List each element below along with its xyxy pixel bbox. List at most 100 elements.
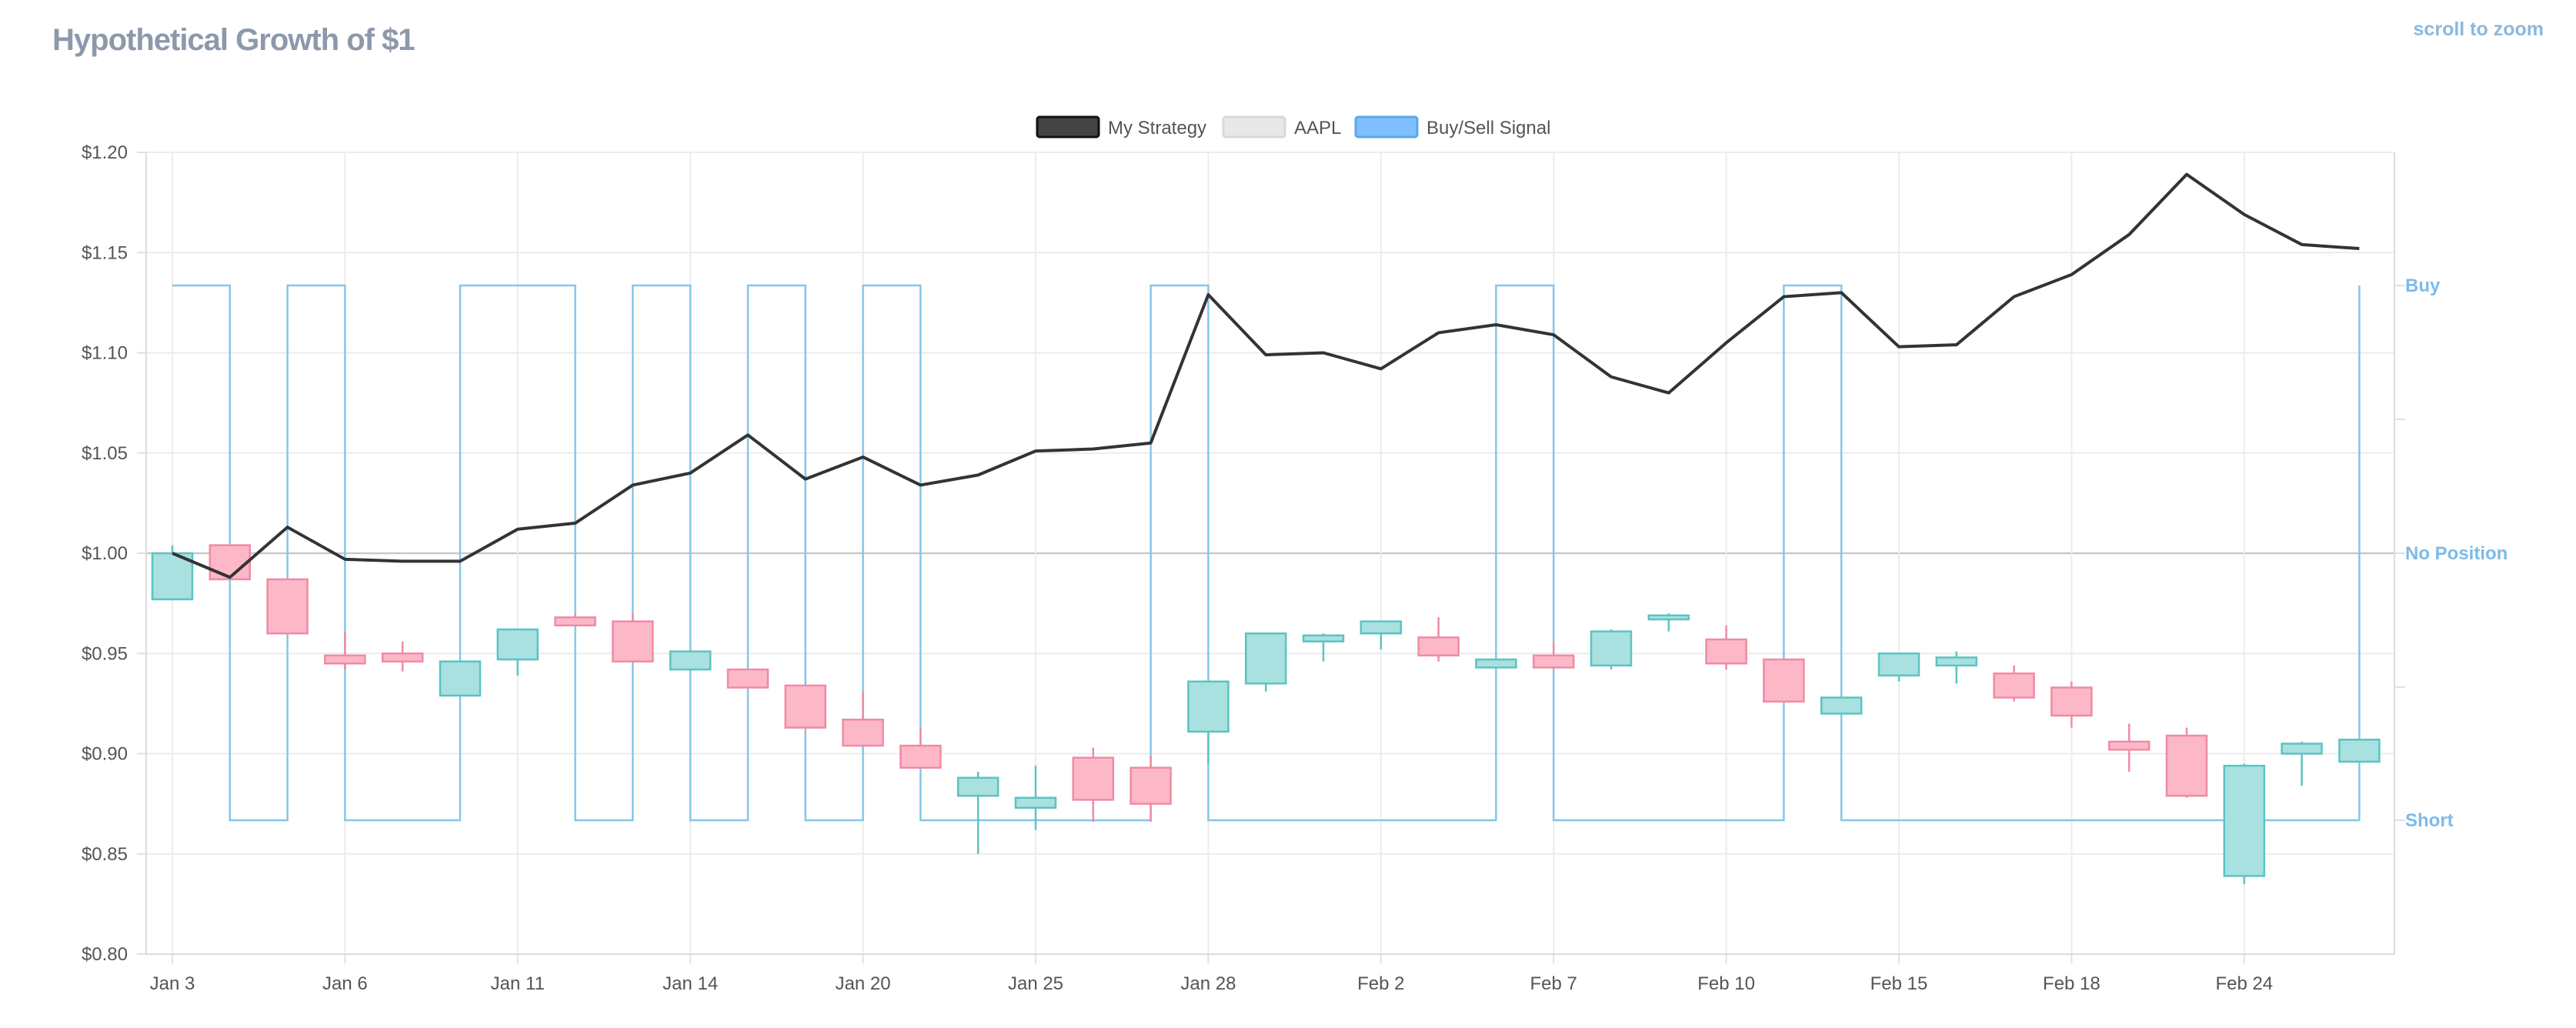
candle bbox=[2223, 763, 2266, 884]
candle-body bbox=[842, 718, 884, 747]
candle bbox=[1935, 651, 1978, 684]
candle bbox=[496, 628, 539, 676]
candle bbox=[1532, 641, 1575, 669]
candle bbox=[1993, 665, 2035, 702]
grid-layer bbox=[146, 152, 2394, 955]
y-tick-label: $1.20 bbox=[82, 142, 128, 163]
candle-body bbox=[2107, 740, 2151, 751]
y-tick-label: $0.90 bbox=[82, 744, 128, 765]
axis-layer: $0.80 $0.85 $0.90 $0.95 $1.00 $1.05 $1.10 $1.15… bbox=[82, 142, 2508, 994]
candle-body bbox=[1014, 796, 1057, 809]
candle bbox=[1877, 653, 1920, 682]
candle bbox=[669, 650, 712, 671]
x-tick-label: Feb 24 bbox=[2215, 973, 2273, 994]
candle bbox=[1360, 620, 1403, 650]
x-tick-label: Jan 6 bbox=[322, 973, 368, 994]
legend-swatch bbox=[1222, 115, 1286, 139]
x-tick-label: Jan 28 bbox=[1180, 973, 1236, 994]
candle bbox=[209, 544, 252, 581]
candle bbox=[1302, 633, 1345, 662]
legend-item-buy-sell-signal[interactable]: Buy/Sell Signal bbox=[1354, 115, 1550, 139]
candle-body bbox=[1475, 658, 1517, 669]
aapl-candles bbox=[151, 544, 2381, 884]
candle bbox=[2281, 741, 2323, 786]
candle bbox=[899, 727, 942, 769]
y-tick-label: $0.95 bbox=[82, 643, 128, 664]
candle bbox=[1187, 680, 1230, 764]
y-tick-label: $1.00 bbox=[82, 543, 128, 564]
candle-body bbox=[1532, 654, 1575, 669]
signal-axis-label: Buy bbox=[2405, 275, 2441, 296]
candle-body bbox=[784, 684, 827, 729]
zoom-hint[interactable]: scroll to zoom bbox=[2413, 18, 2544, 40]
x-tick-label: Jan 3 bbox=[150, 973, 195, 994]
legend-item-my-strategy[interactable]: My Strategy bbox=[1036, 115, 1206, 139]
candle-body bbox=[1072, 756, 1115, 801]
candle bbox=[2107, 723, 2151, 772]
candle-body bbox=[899, 744, 942, 769]
x-tick-label: Feb 15 bbox=[1870, 973, 1928, 994]
candle bbox=[1014, 766, 1057, 830]
candle bbox=[324, 631, 366, 670]
candle bbox=[1647, 613, 1690, 632]
candle-body bbox=[1647, 614, 1690, 621]
candle-body bbox=[1763, 658, 1805, 703]
x-tick-label: Feb 18 bbox=[2043, 973, 2101, 994]
x-tick-label: Jan 25 bbox=[1008, 973, 1063, 994]
candle-body bbox=[1244, 632, 1287, 685]
candle bbox=[784, 684, 827, 729]
y-tick-label: $0.85 bbox=[82, 844, 128, 865]
candle-body bbox=[1705, 638, 1747, 665]
legend-swatch bbox=[1354, 115, 1419, 139]
candle bbox=[1130, 756, 1172, 823]
candle-body bbox=[496, 628, 539, 661]
candle bbox=[381, 641, 424, 672]
legend-swatch bbox=[1036, 115, 1100, 139]
candle-body bbox=[151, 552, 194, 601]
x-tick-label: Jan 20 bbox=[836, 973, 891, 994]
candle-body bbox=[1590, 630, 1633, 667]
legend-label: My Strategy bbox=[1108, 118, 1206, 139]
x-tick-label: Jan 14 bbox=[662, 973, 718, 994]
candle bbox=[1820, 696, 1863, 715]
candle-body bbox=[1187, 680, 1230, 733]
x-tick-label: Feb 10 bbox=[1697, 973, 1755, 994]
y-tick-label: $1.15 bbox=[82, 242, 128, 263]
candle bbox=[2338, 739, 2381, 763]
candle bbox=[2165, 727, 2208, 798]
candle-body bbox=[2050, 686, 2093, 717]
candle bbox=[726, 668, 769, 689]
x-tick-label: Feb 2 bbox=[1357, 973, 1404, 994]
legend[interactable]: My Strategy AAPL Buy/Sell Signal bbox=[1036, 115, 1550, 139]
strategy-layer bbox=[172, 172, 2360, 579]
candle bbox=[554, 613, 596, 627]
candle-body bbox=[2223, 764, 2266, 877]
candle-body bbox=[1417, 636, 1460, 657]
candle-body bbox=[1302, 634, 1345, 642]
candle bbox=[1705, 625, 1747, 670]
candle bbox=[842, 691, 884, 747]
candle bbox=[151, 545, 194, 601]
x-tick-label: Feb 7 bbox=[1530, 973, 1577, 994]
candle-body bbox=[1935, 656, 1978, 667]
candle bbox=[2050, 681, 2093, 728]
y-tick-label: $1.10 bbox=[82, 343, 128, 364]
candle-body bbox=[2165, 734, 2208, 797]
candle-body bbox=[726, 668, 769, 689]
candle bbox=[612, 613, 654, 663]
strategy-line bbox=[172, 172, 2360, 579]
candle bbox=[439, 660, 482, 697]
candle-body bbox=[612, 620, 654, 663]
y-tick-label: $1.05 bbox=[82, 443, 128, 464]
candle bbox=[266, 578, 309, 635]
legend-item-aapl[interactable]: AAPL bbox=[1222, 115, 1341, 139]
candle-body bbox=[1820, 696, 1863, 715]
candle-body bbox=[956, 776, 999, 797]
legend-label: Buy/Sell Signal bbox=[1426, 118, 1550, 139]
candle-body bbox=[1130, 766, 1172, 805]
candle-body bbox=[324, 654, 366, 665]
candle-body bbox=[1877, 653, 1920, 677]
signal-axis-label: Short bbox=[2405, 810, 2454, 831]
candle bbox=[1244, 632, 1287, 692]
